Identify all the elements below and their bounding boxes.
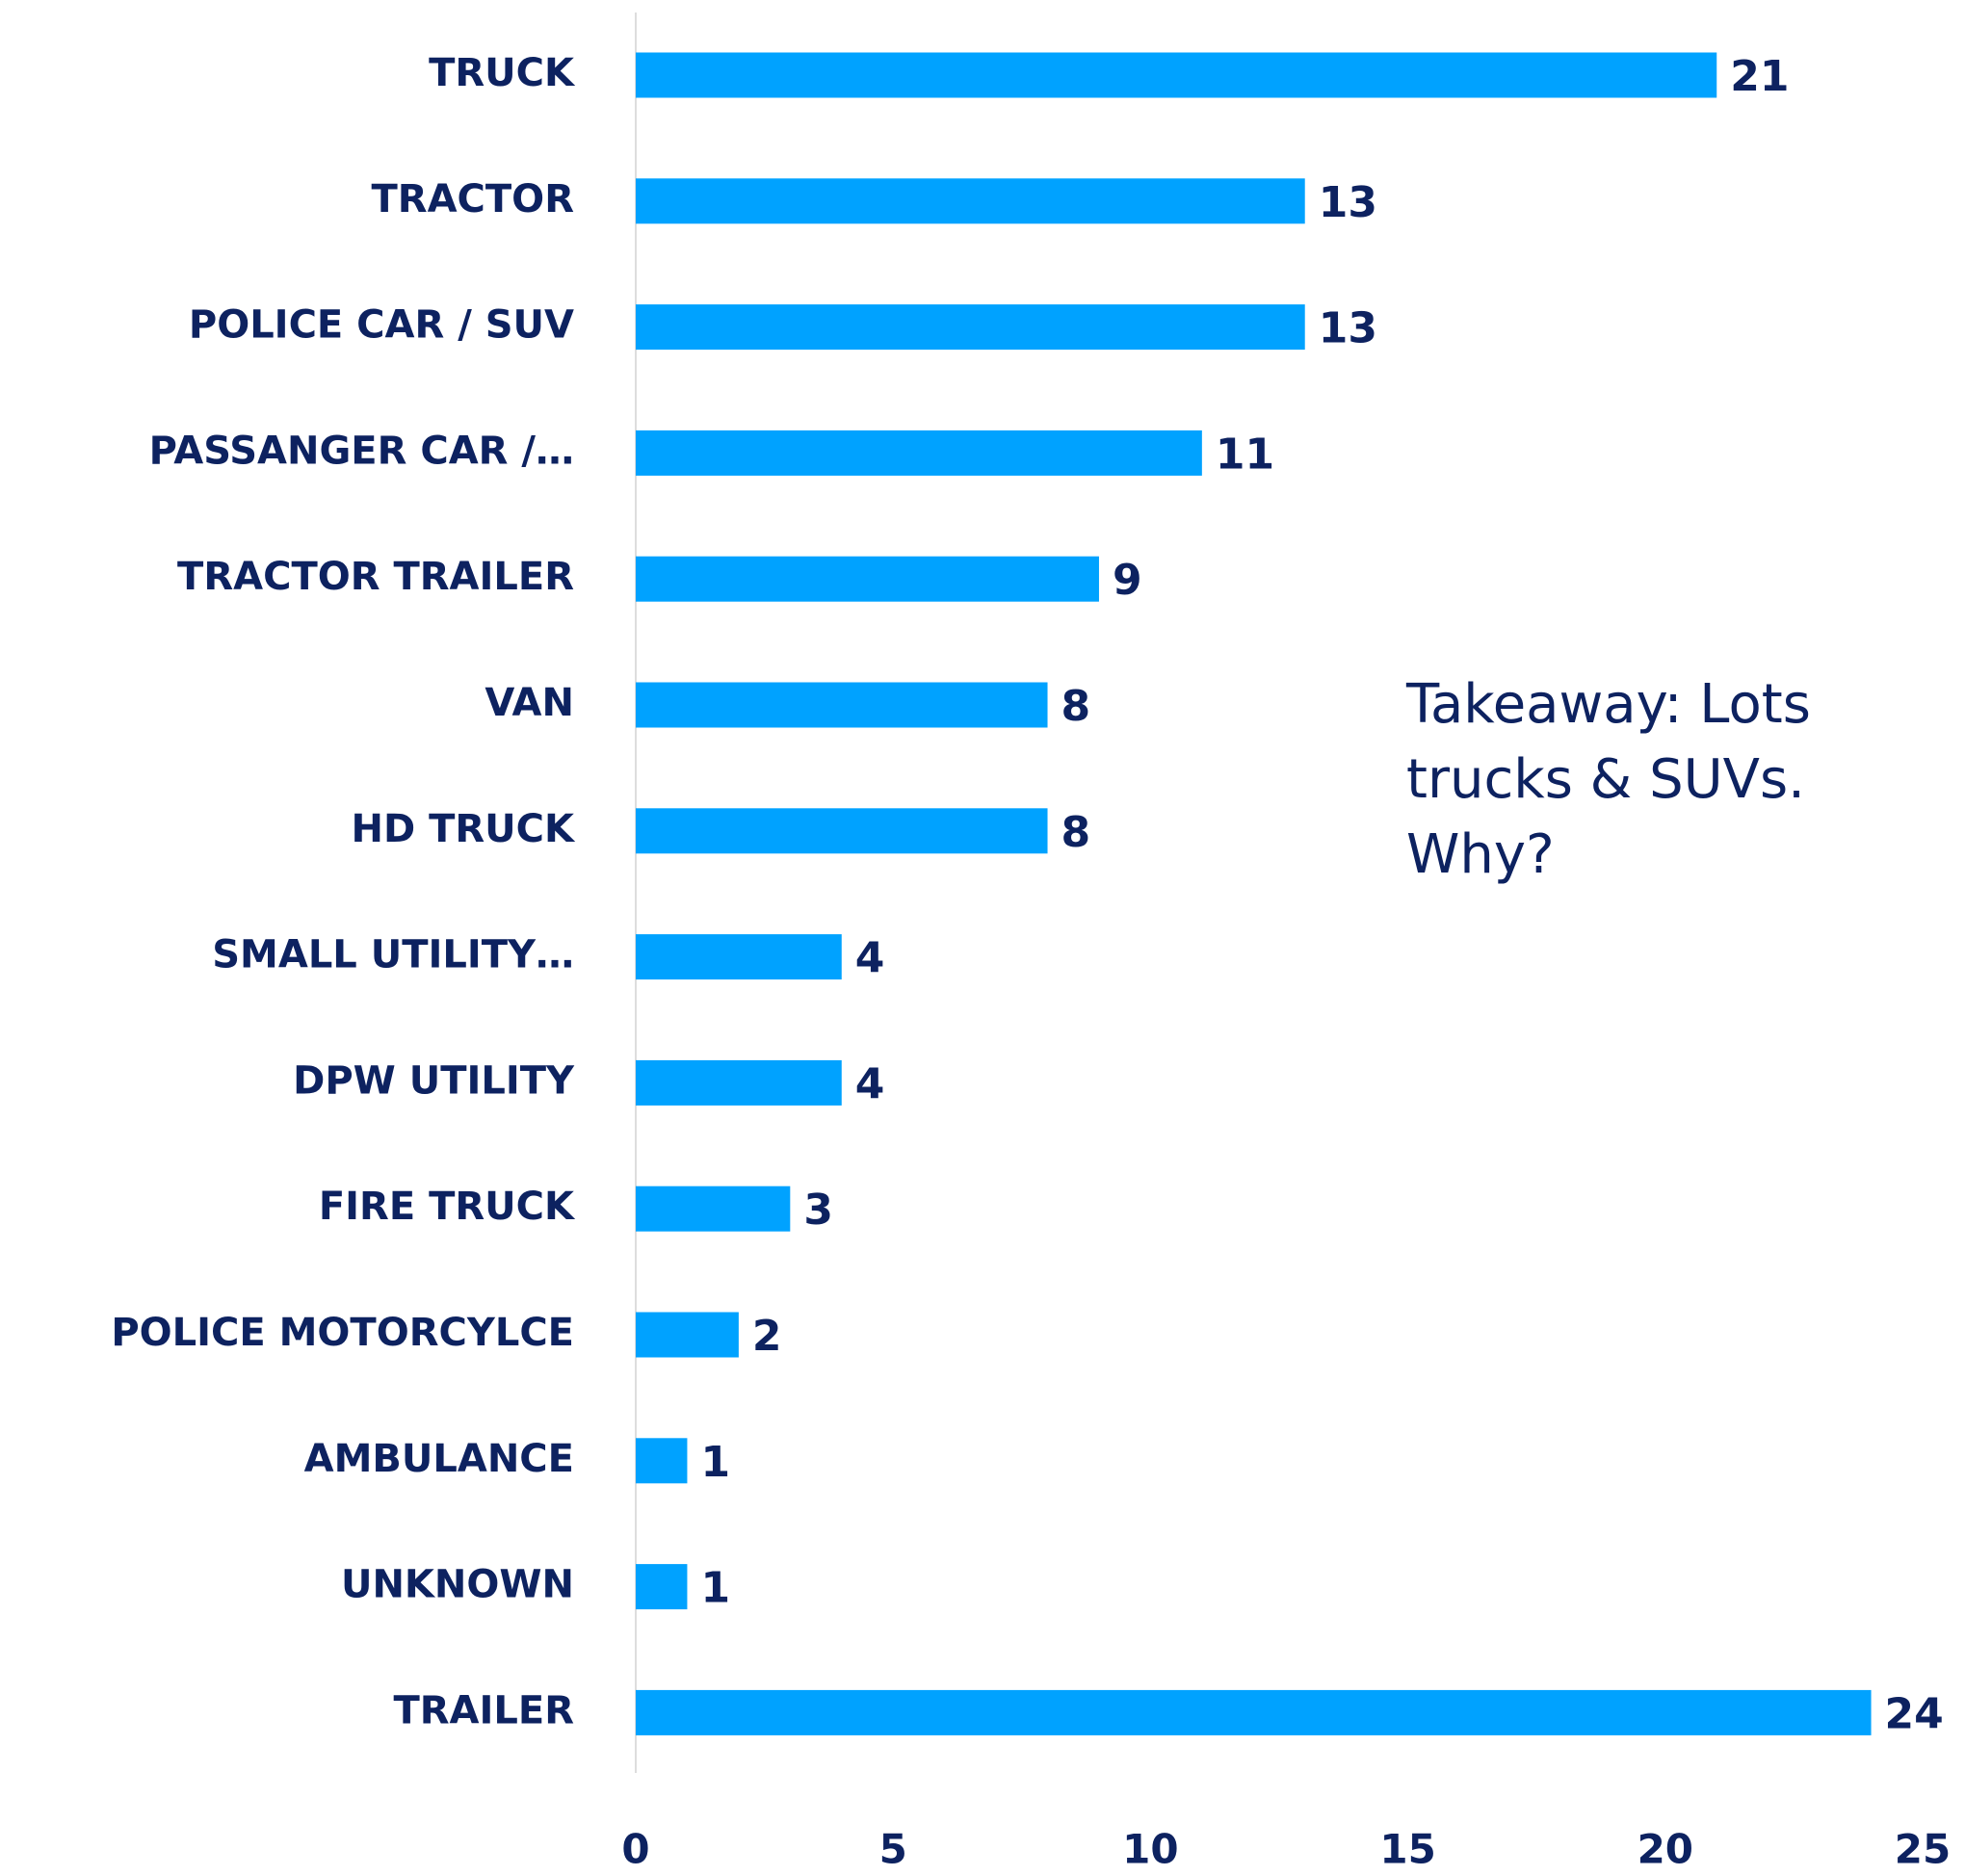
bar xyxy=(636,1564,688,1610)
bar xyxy=(636,1186,791,1232)
data-label: 13 xyxy=(1319,304,1377,353)
y-tick-label: UNKNOWN xyxy=(341,1563,574,1607)
y-tick-label: SMALL UTILITY… xyxy=(212,933,574,977)
data-label: 1 xyxy=(700,1438,730,1487)
y-tick-label: TRUCK xyxy=(429,51,576,95)
y-tick-label: FIRE TRUCK xyxy=(319,1185,576,1229)
x-tick-label: 5 xyxy=(879,1826,907,1873)
data-label: 4 xyxy=(855,934,885,983)
x-tick-label: 15 xyxy=(1379,1826,1435,1873)
data-label: 3 xyxy=(803,1186,833,1235)
bar xyxy=(636,808,1048,854)
bar xyxy=(636,1312,739,1358)
bar xyxy=(636,682,1048,728)
y-tick-label: VAN xyxy=(485,681,574,725)
y-tick-label: AMBULANCE xyxy=(304,1437,574,1481)
bar xyxy=(636,178,1305,224)
y-tick-label: DPW UTILITY xyxy=(293,1058,575,1103)
x-tick-label: 25 xyxy=(1895,1826,1951,1873)
data-label: 9 xyxy=(1113,556,1142,605)
data-label: 4 xyxy=(855,1059,885,1108)
data-label: 24 xyxy=(1885,1689,1944,1738)
annotation: Why? xyxy=(1406,823,1555,886)
y-tick-label: PASSANGER CAR /… xyxy=(149,429,574,473)
data-label: 21 xyxy=(1730,52,1789,101)
x-tick-label: 20 xyxy=(1638,1826,1693,1873)
bar xyxy=(636,1689,1872,1735)
x-tick-label: 10 xyxy=(1122,1826,1178,1873)
bar xyxy=(636,1059,842,1106)
annotation: trucks & SUVs. xyxy=(1406,748,1805,811)
bar xyxy=(636,430,1202,476)
data-label: 1 xyxy=(700,1564,730,1613)
bar xyxy=(636,52,1717,98)
y-tick-label: POLICE CAR / SUV xyxy=(189,303,574,348)
bar xyxy=(636,556,1099,602)
y-tick-label: HD TRUCK xyxy=(351,807,576,851)
y-tick-label: POLICE MOTORCYLCE xyxy=(111,1311,574,1355)
y-tick-label: TRACTOR TRAILER xyxy=(177,555,574,599)
bar xyxy=(636,934,842,980)
data-label: 8 xyxy=(1061,808,1091,857)
data-label: 13 xyxy=(1319,178,1377,227)
y-tick-label: TRACTOR xyxy=(372,177,575,221)
data-label: 11 xyxy=(1216,430,1274,479)
y-tick-label: TRAILER xyxy=(393,1688,574,1733)
bar xyxy=(636,304,1305,351)
data-label: 2 xyxy=(752,1312,782,1361)
annotation: Takeaway: Lots xyxy=(1405,673,1811,736)
x-tick-label: 0 xyxy=(621,1826,649,1873)
bar xyxy=(636,1438,688,1484)
data-label: 8 xyxy=(1061,682,1091,731)
